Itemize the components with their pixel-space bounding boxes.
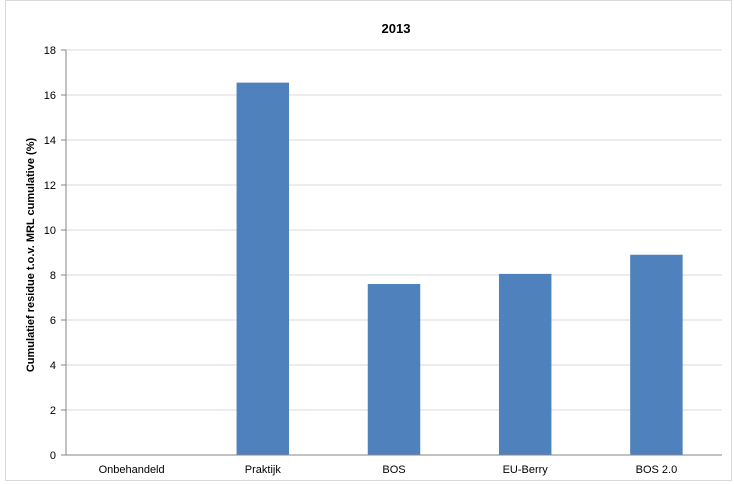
y-tick-label: 2 <box>50 405 56 417</box>
x-category-label: Onbehandeld <box>99 464 165 476</box>
x-category-label: BOS <box>382 464 405 476</box>
y-tick-label: 8 <box>50 270 56 282</box>
y-tick-label: 12 <box>44 180 56 192</box>
x-category-label: EU-Berry <box>503 464 549 476</box>
y-tick-label: 4 <box>50 360 56 372</box>
y-tick-label: 14 <box>44 135 56 147</box>
y-tick-label: 16 <box>44 90 56 102</box>
x-category-label: Praktijk <box>245 464 282 476</box>
chart-title: 2013 <box>382 21 411 36</box>
bar-eu-berry <box>498 273 552 455</box>
y-tick-label: 18 <box>44 45 56 57</box>
y-axis-label: Cumulatief residue t.o.v. MRL cumulative… <box>25 138 37 373</box>
y-tick-label: 6 <box>50 315 56 327</box>
bar-bos <box>367 284 421 455</box>
bar-bos-2-0 <box>630 254 683 455</box>
y-tick-label: 0 <box>50 450 56 462</box>
y-tick-label: 10 <box>44 225 56 237</box>
x-category-label: BOS 2.0 <box>636 464 678 476</box>
bar-praktijk <box>236 82 290 455</box>
